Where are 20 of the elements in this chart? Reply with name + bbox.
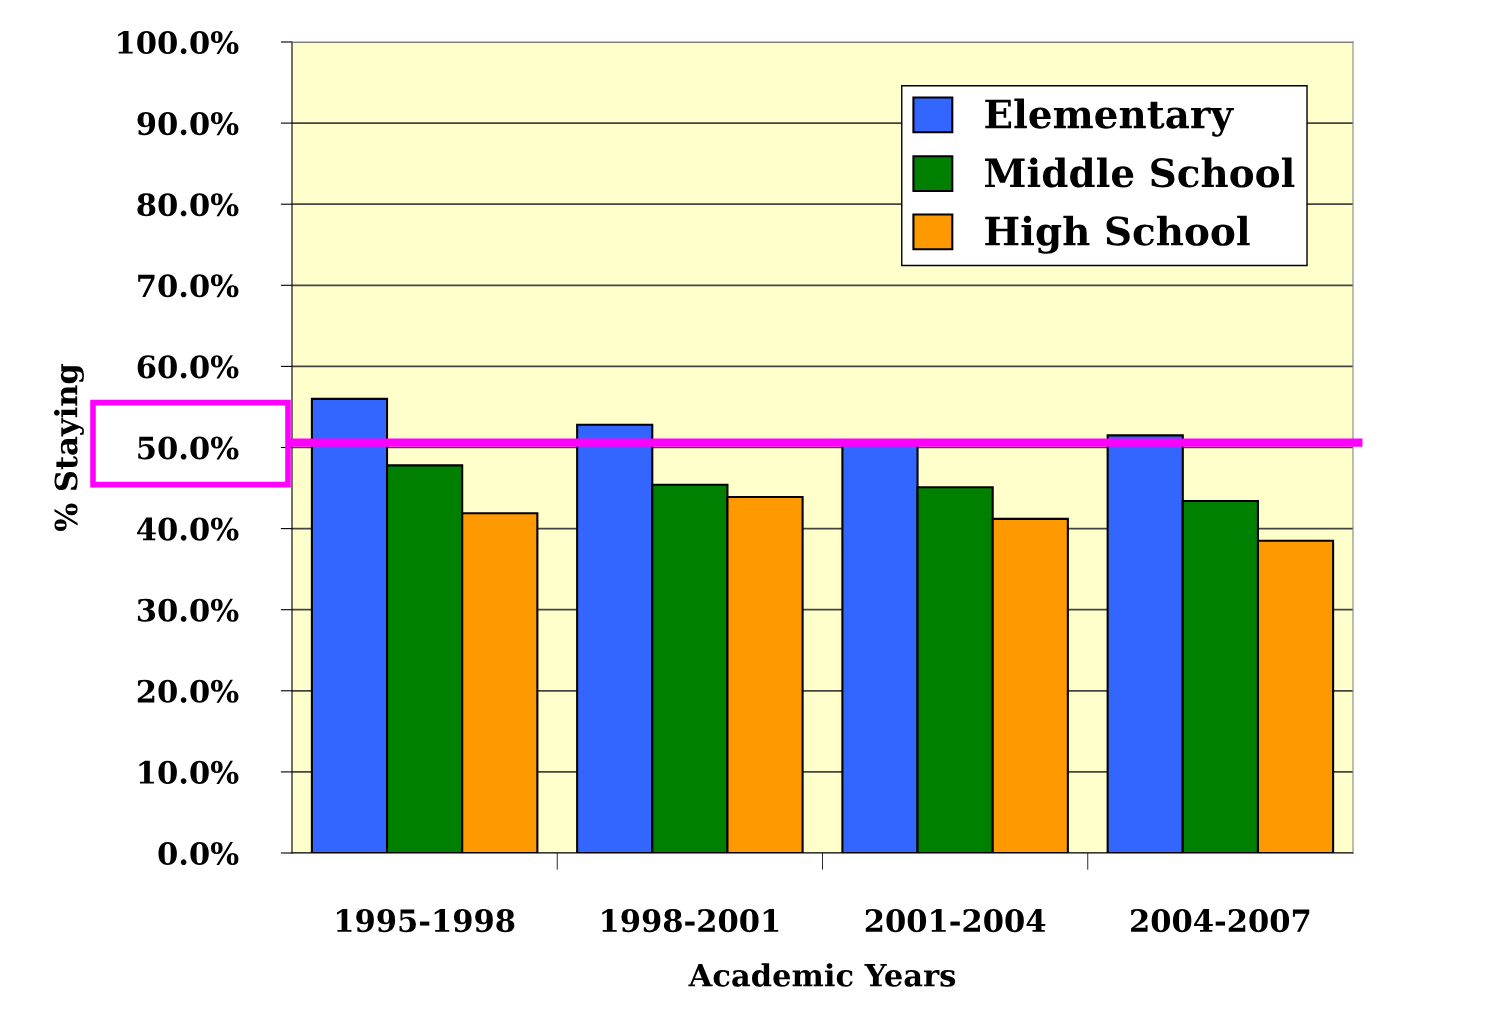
y-tick-label: 60.0% <box>137 355 239 379</box>
y-tick-label: 80.0% <box>137 193 239 217</box>
y-tick-label: 0.0% <box>158 841 239 866</box>
x-tick-label: 2004-2007 <box>1131 909 1310 933</box>
legend-label: Elementary <box>985 98 1234 137</box>
y-tick-label: 70.0% <box>138 274 239 298</box>
y-tick-label: 40.0% <box>137 517 239 541</box>
legend-label: High School <box>985 215 1250 254</box>
y-axis-title: % Staying <box>53 363 84 532</box>
y-tick-label: 50.0% <box>138 436 239 460</box>
x-axis-title: Academic Years <box>688 963 956 987</box>
y-tick-label: 10.0% <box>139 760 239 784</box>
x-tick-label: 2001-2004 <box>865 909 1046 933</box>
y-tick-label: 90.0% <box>137 112 239 136</box>
legend-label: Middle School <box>985 157 1295 188</box>
x-tick-label: 1998-2001 <box>602 909 779 933</box>
y-tick-label: 30.0% <box>137 598 239 622</box>
x-tick-label: 1995-1998 <box>336 909 515 933</box>
y-tick-label: 100.0% <box>118 30 239 55</box>
y-tick-label: 20.0% <box>137 679 239 703</box>
